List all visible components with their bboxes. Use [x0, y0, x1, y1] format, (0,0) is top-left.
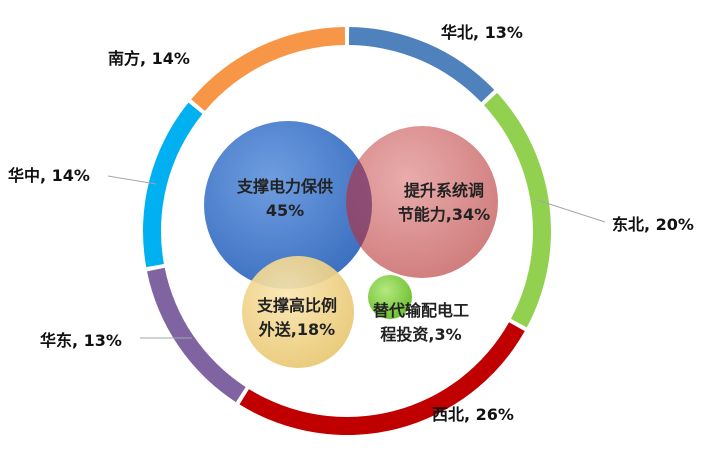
- ring-label-3: 西北, 26%: [432, 405, 514, 424]
- leader-line-2: [536, 199, 606, 223]
- bubble-label-1-line-2: 45%: [266, 201, 304, 220]
- bubble-label-3-line-2: 外送,18%: [258, 320, 335, 339]
- ring-segment-6: [191, 27, 346, 111]
- bubble-2: [346, 126, 498, 278]
- ring-label-5: 华中, 14%: [8, 166, 90, 185]
- bubble-label-1-line-1: 支撑电力保供: [236, 177, 333, 196]
- leader-lines: [107, 175, 606, 339]
- leader-line-5: [107, 175, 157, 185]
- bubble-label-4-line-1: 替代输配电工: [373, 301, 469, 320]
- bubble-label-2-line-2: 节能力,34%: [398, 205, 490, 224]
- bubble-label-2-line-1: 提升系统调: [404, 181, 484, 200]
- bubble-4: [368, 275, 412, 319]
- ring-segment-4: [147, 267, 246, 403]
- ring-segment-5: [143, 102, 203, 268]
- ring-label-2: 东北, 20%: [612, 215, 694, 234]
- bubble-1: [204, 121, 372, 289]
- donut-ring: [143, 27, 551, 436]
- bubble-3: [242, 256, 354, 368]
- ring-label-6: 南方, 14%: [108, 49, 190, 68]
- ring-segment-2: [483, 92, 551, 328]
- bubble-label-3-line-1: 支撑高比例: [256, 296, 337, 315]
- ring-label-1: 华北, 13%: [441, 23, 523, 42]
- donut-labels: 华北, 13% 东北, 20% 西北, 26% 华东, 13% 华中, 14% 南方, 1…: [8, 23, 694, 424]
- ring-label-4: 华东, 13%: [40, 331, 122, 350]
- ring-segment-1: [348, 27, 495, 103]
- bubble-label-4-line-2: 程投资,3%: [380, 325, 461, 344]
- ring-segment-3: [239, 322, 525, 436]
